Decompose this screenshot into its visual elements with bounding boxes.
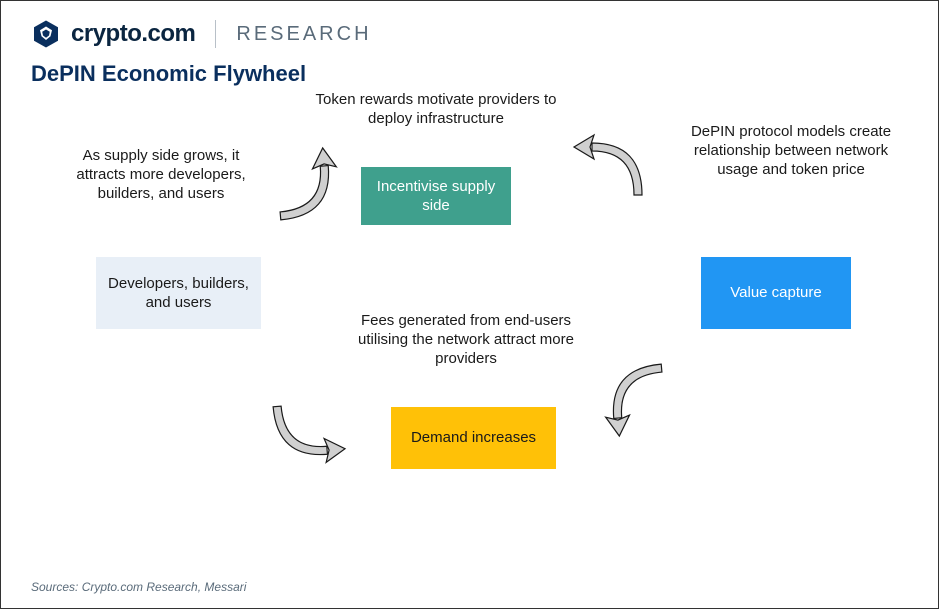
sources-text: Sources: Crypto.com Research, Messari <box>31 580 246 594</box>
node-box-demand: Demand increases <box>391 407 556 469</box>
node-desc-developers: As supply side grows, it attracts more d… <box>56 147 266 203</box>
flywheel-arrow-icon <box>592 348 690 446</box>
node-box-developers: Developers, builders, and users <box>96 257 261 329</box>
node-desc-demand: Fees generated from end-users utilising … <box>336 312 596 368</box>
flywheel-diagram: Token rewards motivate providers to depl… <box>1 87 938 547</box>
flywheel-arrow-icon <box>252 138 350 236</box>
header-divider <box>215 20 216 48</box>
node-box-value_capture: Value capture <box>701 257 851 329</box>
node-desc-incentivise: Token rewards motivate providers to depl… <box>311 91 561 129</box>
flywheel-arrow-icon <box>257 378 355 476</box>
research-label: RESEARCH <box>236 23 371 46</box>
flywheel-arrow-icon <box>566 127 656 217</box>
node-box-incentivise: Incentivise supply side <box>361 167 511 225</box>
page-title: DePIN Economic Flywheel <box>1 57 938 87</box>
node-desc-value_capture: DePIN protocol models create relationshi… <box>686 123 896 179</box>
header: crypto.com RESEARCH <box>1 1 938 57</box>
brand-text: crypto.com <box>71 20 195 48</box>
crypto-logo-icon <box>31 19 61 49</box>
logo-group: crypto.com <box>31 19 195 49</box>
